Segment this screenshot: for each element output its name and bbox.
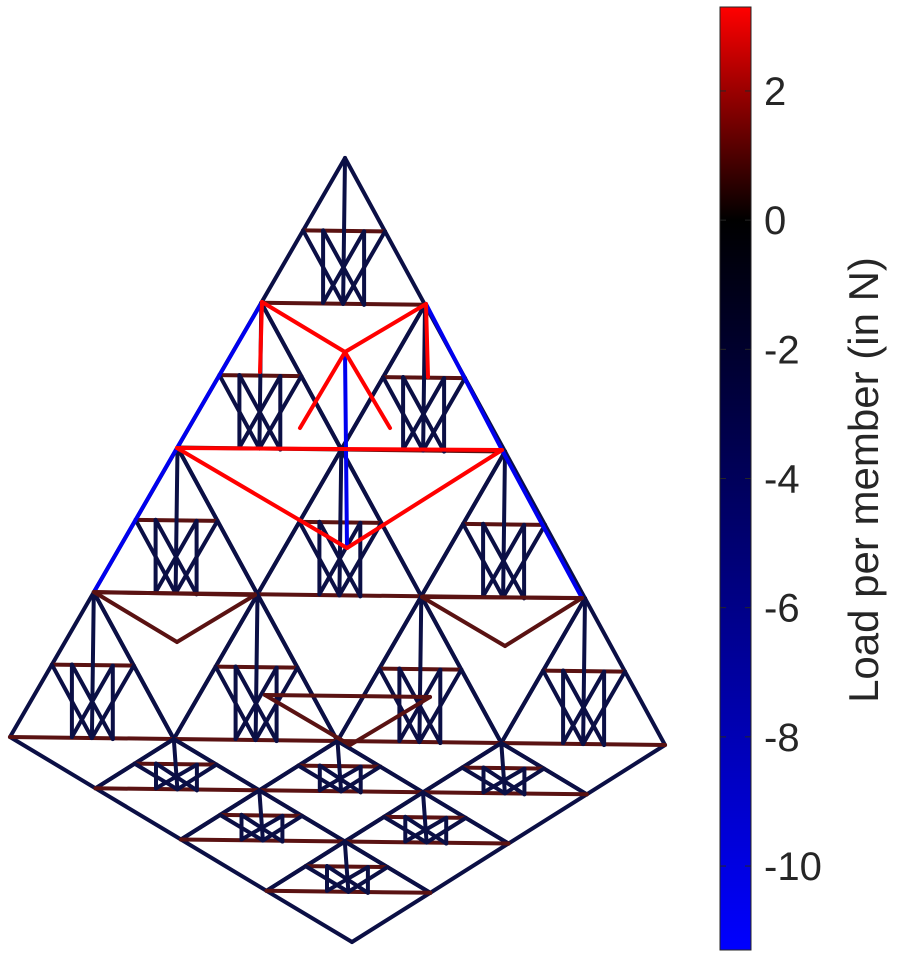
truss-member bbox=[92, 446, 179, 594]
truss-member bbox=[499, 741, 507, 796]
truss-member bbox=[350, 890, 433, 944]
truss-member bbox=[335, 739, 344, 794]
truss-member bbox=[341, 229, 387, 306]
truss-member bbox=[421, 376, 467, 453]
truss-member bbox=[258, 300, 264, 374]
truss-member bbox=[342, 839, 351, 894]
truss-member bbox=[8, 735, 98, 791]
truss-member bbox=[348, 695, 432, 747]
truss-member bbox=[501, 449, 507, 600]
truss-member bbox=[417, 667, 464, 744]
truss-member bbox=[345, 448, 504, 550]
truss-member bbox=[93, 786, 183, 842]
truss-member bbox=[341, 156, 347, 306]
colorbar-tick-label: 0 bbox=[764, 199, 786, 243]
truss-member bbox=[218, 812, 265, 843]
truss-member bbox=[49, 662, 94, 740]
truss-member bbox=[253, 592, 260, 742]
truss-member bbox=[424, 302, 504, 452]
truss-member bbox=[502, 766, 546, 796]
truss-member bbox=[257, 374, 304, 451]
truss-member bbox=[420, 595, 584, 600]
truss-member bbox=[501, 522, 547, 600]
truss-member bbox=[301, 228, 346, 306]
truss-member bbox=[343, 302, 428, 354]
truss-member bbox=[421, 302, 427, 453]
truss-member bbox=[381, 375, 426, 453]
truss-member bbox=[213, 664, 258, 742]
truss-member bbox=[424, 815, 468, 845]
truss-member bbox=[424, 302, 430, 379]
truss-member bbox=[92, 590, 179, 644]
truss-member bbox=[337, 447, 344, 598]
truss-member bbox=[500, 448, 584, 600]
truss-member bbox=[175, 446, 504, 452]
truss-member bbox=[132, 761, 180, 792]
colorbar-tick-label: -10 bbox=[764, 845, 822, 889]
truss-member bbox=[461, 521, 506, 600]
truss-member bbox=[171, 737, 180, 792]
truss-member bbox=[257, 788, 265, 843]
colorbar: 2 0 -2 -4 -6 -8 -10 Load per member (in N) bbox=[719, 6, 887, 951]
truss-member bbox=[581, 669, 627, 746]
truss-member bbox=[584, 743, 667, 797]
truss-member bbox=[92, 590, 257, 597]
truss-member bbox=[298, 350, 347, 430]
sierpinski-truss bbox=[8, 156, 667, 944]
colorbar-tick-label: 2 bbox=[764, 70, 786, 114]
truss-member bbox=[503, 596, 584, 648]
truss-member bbox=[297, 519, 342, 598]
truss-member bbox=[263, 693, 432, 699]
truss-member bbox=[581, 596, 587, 746]
colorbar-tick-label: -4 bbox=[764, 458, 800, 502]
truss-member bbox=[173, 445, 180, 596]
truss-member bbox=[260, 813, 304, 843]
colorbar-tick-label: -8 bbox=[764, 716, 800, 760]
truss-member bbox=[506, 792, 589, 846]
truss-member bbox=[89, 663, 136, 740]
truss-member bbox=[541, 668, 586, 746]
truss-member bbox=[428, 841, 511, 895]
truss-member bbox=[179, 837, 269, 893]
truss-member bbox=[263, 693, 352, 747]
colorbar-title: Load per member (in N) bbox=[840, 257, 887, 703]
truss-member bbox=[175, 446, 349, 550]
truss-member bbox=[264, 888, 354, 944]
truss-member bbox=[381, 814, 429, 845]
truss-member bbox=[173, 518, 220, 596]
truss-member bbox=[303, 864, 351, 894]
colorbar-tick-label: -2 bbox=[764, 328, 800, 372]
colorbar-tick-label: -6 bbox=[764, 587, 800, 631]
truss-member bbox=[175, 300, 264, 450]
truss-member bbox=[421, 790, 429, 845]
truss-member bbox=[175, 593, 257, 644]
truss-member bbox=[460, 765, 507, 796]
truss-member bbox=[175, 762, 219, 792]
truss-member bbox=[377, 666, 422, 744]
truss-member bbox=[420, 595, 507, 648]
truss-member bbox=[260, 300, 347, 354]
truss-member bbox=[217, 373, 262, 451]
truss-member bbox=[417, 594, 424, 744]
truss-member bbox=[343, 350, 392, 430]
truss-member bbox=[339, 764, 383, 794]
truss-member bbox=[133, 517, 178, 596]
colorbar-ticks: 2 0 -2 -4 -6 -8 -10 bbox=[720, 70, 822, 889]
truss-member bbox=[346, 865, 390, 894]
truss-member bbox=[296, 763, 344, 794]
truss-member bbox=[89, 590, 96, 740]
truss-member bbox=[337, 520, 384, 598]
